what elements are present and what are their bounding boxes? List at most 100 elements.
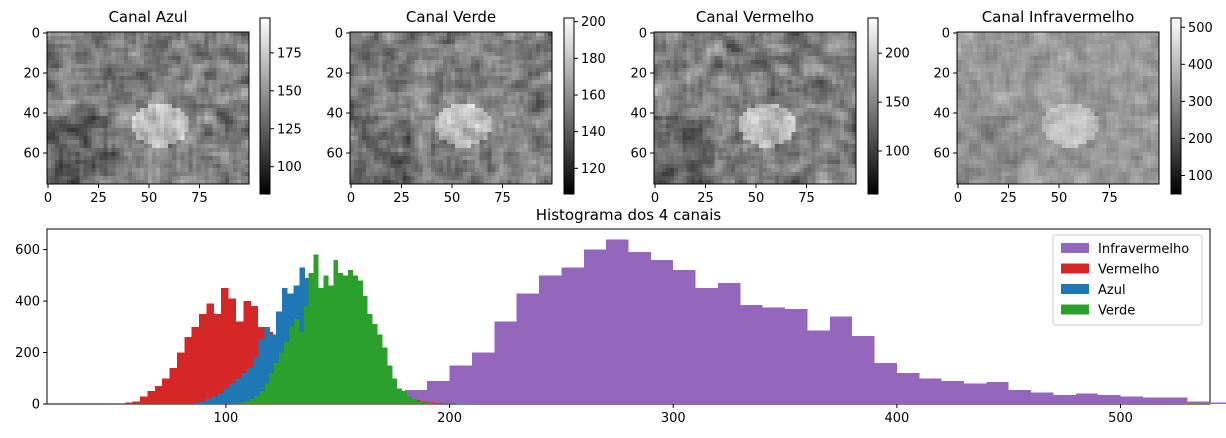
heatmap-cell [698,120,703,125]
heatmap-cell [451,52,456,57]
heatmap-cell [382,136,387,141]
heatmap-cell [374,108,379,113]
heatmap-cell [79,32,84,37]
heatmap-cell [394,144,399,149]
heatmap-cell [779,52,784,57]
heatmap-cell [127,176,133,181]
heatmap-cell [459,44,464,49]
heatmap-cell [47,148,52,153]
heatmap-cell [71,32,76,37]
heatmap-cell [835,52,841,57]
heatmap-cell [402,108,407,113]
heatmap-cell [746,116,752,121]
heatmap-cell [350,52,355,57]
heatmap-cell [370,96,375,101]
heatmap-cell [718,92,724,97]
heatmap-cell [107,80,113,85]
heatmap-cell [515,108,521,113]
heatmap-cell [95,92,100,97]
heatmap-cell [200,172,205,177]
heatmap-cell [467,84,472,89]
heatmap-cell [176,76,181,81]
heatmap-cell [487,104,492,109]
heatmap-cell [143,168,149,173]
heatmap-cell [835,44,841,49]
heatmap-cell [434,68,440,73]
heatmap-cell [730,104,736,109]
heatmap-cell [734,84,740,89]
heatmap-cell [402,156,407,161]
heatmap-cell [734,72,740,77]
heatmap-cell [71,56,76,61]
heatmap-cell [131,124,137,129]
heatmap-cell [398,92,403,97]
heatmap-cell [406,80,411,85]
heatmap-cell [702,64,707,69]
heatmap-cell [200,88,205,93]
heatmap-cell [51,60,56,65]
heatmap-cell [438,44,444,49]
heatmap-cell [99,156,104,161]
heatmap-cell [236,60,242,65]
heatmap-cell [123,124,129,129]
heatmap-cell [471,92,476,97]
heatmap-cell [176,156,181,161]
heatmap-cell [55,120,60,125]
heatmap-cell [103,32,108,37]
heatmap-cell [771,104,776,109]
heatmap-cell [791,52,796,57]
heatmap-cell [79,84,84,89]
heatmap-cell [531,52,537,57]
heatmap-cell [471,52,476,57]
heatmap-cell [783,72,788,77]
heatmap-cell [107,68,113,73]
heatmap-cell [483,172,488,177]
heatmap-cell [87,176,92,181]
heatmap-cell [176,56,181,61]
heatmap-cell [759,52,764,57]
heatmap-cell [519,60,525,65]
heatmap-cell [483,164,488,169]
heatmap-cell [176,96,181,101]
heatmap-cell [771,80,776,85]
heatmap-cell [686,40,691,45]
heatmap-cell [168,160,173,165]
heatmap-cell [99,100,104,105]
heatmap-cell [228,148,234,153]
heatmap-cell [718,64,724,69]
heatmap-cell [511,132,517,137]
heatmap-cell [402,140,407,145]
heatmap-cell [176,104,181,109]
heatmap-cell [543,164,549,169]
heatmap-cell [523,36,529,41]
heatmap-cell [95,144,100,149]
heatmap-cell [59,32,64,37]
heatmap-cell [99,128,104,133]
heatmap-cell [779,40,784,45]
heatmap-cell [67,140,72,145]
heatmap-cell [690,76,695,81]
heatmap-cell [63,96,68,101]
heatmap-cell [135,76,141,81]
heatmap-cell [176,132,181,137]
heatmap-cell [75,44,80,49]
heatmap-cell [386,120,391,125]
heatmap-cell [722,68,728,73]
heatmap-cell [839,116,845,121]
heatmap-cell [446,112,452,117]
heatmap-cell [156,120,161,125]
heatmap-cell [531,116,537,121]
heatmap-cell [547,100,553,105]
heatmap-cell [204,40,209,45]
heatmap-cell [370,100,375,105]
heatmap-cell [216,140,222,145]
heatmap-cell [547,116,553,121]
heatmap-cell [799,48,804,53]
heatmap-cell [410,36,416,41]
heatmap-cell [755,40,760,45]
heatmap-cell [507,124,512,129]
heatmap-cell [220,52,226,57]
heatmap-cell [539,68,545,73]
heatmap-cell [63,60,68,65]
heatmap-cell [527,108,533,113]
